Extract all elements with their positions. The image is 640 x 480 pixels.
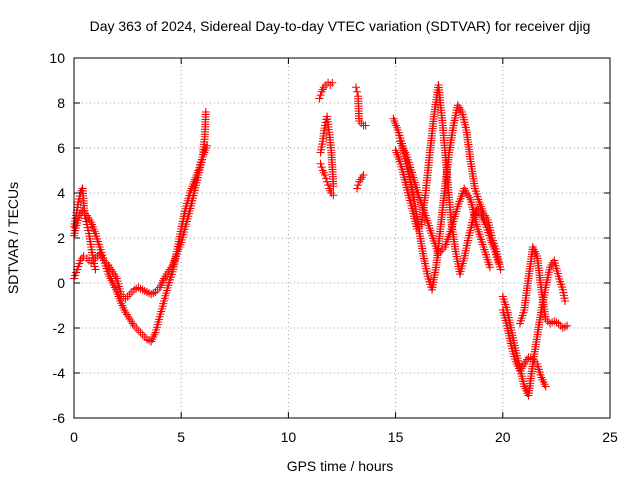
data-point-marker	[324, 181, 333, 190]
data-point-marker	[353, 184, 362, 193]
axis-ticks: 0 5 10 15 20 25 -6 -4 -2 0 2 4 6 8 10	[49, 50, 618, 445]
series-group	[70, 108, 210, 303]
series-group	[70, 141, 211, 346]
y-tick-label: 8	[57, 95, 65, 111]
data-point-marker	[321, 174, 330, 183]
data-points	[70, 78, 572, 400]
x-tick-label: 5	[177, 429, 185, 445]
y-tick-label: 10	[49, 50, 65, 66]
x-tick-label: 20	[495, 429, 511, 445]
y-tick-label: -4	[53, 365, 66, 381]
data-point-marker	[485, 263, 494, 272]
data-point-marker	[354, 181, 363, 190]
y-tick-label: 0	[57, 275, 65, 291]
series-group	[316, 159, 338, 200]
x-tick-label: 25	[602, 429, 618, 445]
x-tick-label: 15	[388, 429, 404, 445]
data-point-marker	[201, 108, 210, 116]
data-point-marker	[329, 182, 338, 191]
data-point-marker	[328, 78, 337, 87]
series-group	[391, 81, 503, 278]
series-group	[70, 184, 100, 274]
data-point-marker	[351, 83, 360, 92]
grid-lines	[74, 58, 610, 418]
y-tick-label: 6	[57, 140, 65, 156]
x-tick-label: 10	[281, 429, 297, 445]
y-tick-label: -2	[53, 320, 66, 336]
data-point-marker	[361, 121, 370, 130]
data-point-marker	[541, 382, 550, 391]
x-axis-label: GPS time / hours	[287, 458, 394, 474]
y-axis-label: SDTVAR / TECUs	[5, 182, 21, 294]
y-tick-label: 4	[57, 185, 65, 201]
data-point-marker	[315, 94, 324, 103]
data-point-marker	[316, 91, 325, 100]
data-point-marker	[496, 265, 505, 274]
series-group	[315, 78, 338, 191]
data-point-marker	[353, 87, 362, 96]
data-point-marker	[560, 297, 569, 305]
x-tick-label: 0	[70, 429, 78, 445]
data-point-marker	[494, 258, 503, 267]
series-group	[498, 306, 550, 391]
series-group	[515, 243, 572, 332]
data-point-marker	[329, 191, 338, 200]
data-point-marker	[320, 171, 329, 179]
series-group	[351, 83, 370, 193]
data-point-marker	[359, 171, 368, 179]
data-point-marker	[91, 265, 100, 274]
data-point-marker	[560, 322, 569, 331]
y-tick-label: -6	[53, 410, 66, 426]
data-point-marker	[149, 289, 158, 298]
data-point-marker	[322, 177, 331, 186]
y-tick-label: 2	[57, 230, 65, 246]
chart-title: Day 363 of 2024, Sidereal Day-to-day VTE…	[90, 18, 591, 34]
data-point-marker	[202, 141, 211, 150]
data-point-marker	[317, 163, 326, 172]
data-point-marker	[316, 159, 325, 168]
series-group	[395, 137, 494, 272]
data-point-marker	[552, 318, 561, 327]
data-point-marker	[563, 321, 572, 330]
